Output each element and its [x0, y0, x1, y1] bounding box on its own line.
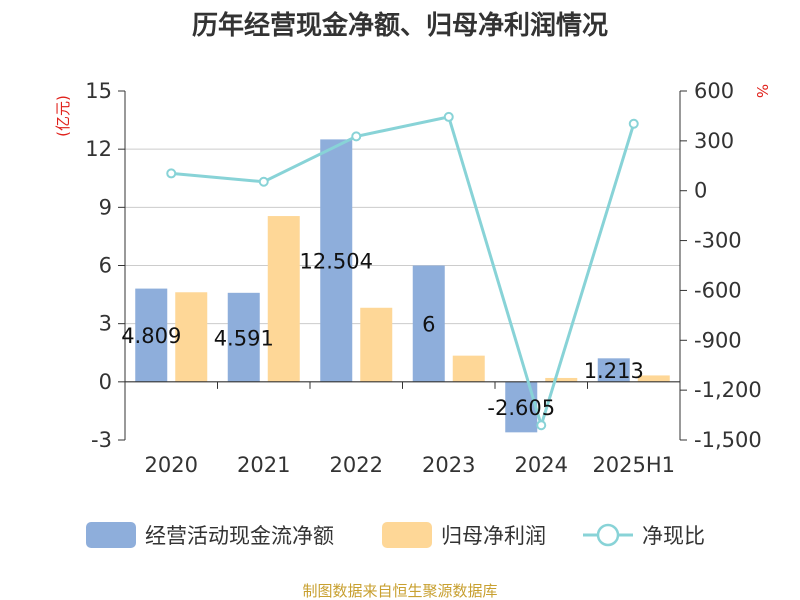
legend: 经营活动现金流净额 归母净利润 净现比: [86, 522, 705, 548]
bar-cashflow-2020: [135, 288, 168, 382]
right-tick-label: -1,500: [694, 428, 762, 452]
ratio-point-2022: [351, 131, 362, 142]
legend-label-netprofit: 归母净利润: [441, 524, 546, 548]
right-tick-label: -300: [694, 229, 742, 253]
legend-label-ratio: 净现比: [642, 524, 705, 548]
ratio-point-2021: [258, 176, 269, 187]
ratio-point-2024: [536, 420, 547, 431]
bar-data-labels: 4.809 4.591 12.504 6 -2.605 1.213: [121, 250, 644, 420]
left-tick-label: 0: [99, 370, 112, 394]
left-tick-label: 15: [85, 79, 112, 103]
legend-label-cashflow: 经营活动现金流净额: [145, 524, 334, 548]
right-tick-label: -900: [694, 328, 742, 352]
x-tick-label: 2021: [237, 453, 290, 477]
data-label-cashflow-2020: 4.809: [121, 324, 181, 348]
bar-netprofit-2021: [267, 216, 300, 382]
ratio-line-path: [171, 115, 636, 431]
data-label-cashflow-2021: 4.591: [214, 326, 274, 350]
x-tick-label: 2022: [330, 453, 383, 477]
left-tick-label: 3: [99, 312, 112, 336]
source-note: 制图数据来自恒生聚源数据库: [302, 582, 497, 600]
bar-cashflow-2022: [320, 139, 353, 382]
bar-cashflow-2023: [412, 265, 445, 382]
bar-cashflow-2021: [227, 292, 260, 382]
data-label-cashflow-2025H1: 1.213: [584, 359, 644, 383]
right-tick-label: -600: [694, 278, 742, 302]
right-tick-label: 300: [694, 129, 734, 153]
legend-marker-ratio: [596, 523, 620, 547]
chart-title: 历年经营现金净额、归母净利润情况: [192, 10, 608, 41]
left-axis-unit: (亿元): [54, 95, 72, 137]
bar-netprofit-2025H1: [637, 375, 670, 382]
ratio-line: [166, 111, 639, 431]
right-axis-ticks: -1,500 -1,200 -900 -600 -300 0 300 600: [680, 79, 762, 452]
bar-cashflow-2025H1: [597, 358, 630, 382]
bar-netprofit-2023: [452, 355, 485, 382]
legend-swatch-cashflow: [86, 522, 136, 548]
x-tick-label: 2023: [422, 453, 475, 477]
data-label-cashflow-2022: 12.504: [300, 250, 373, 274]
left-tick-label: 6: [99, 254, 112, 278]
ratio-point-2023: [443, 111, 454, 122]
bar-netprofit-2022: [360, 307, 393, 382]
left-tick-label: 12: [85, 137, 112, 161]
right-tick-label: -1,200: [694, 378, 762, 402]
right-tick-label: 0: [694, 179, 707, 203]
gridlines: [125, 148, 680, 325]
left-tick-label: -3: [91, 428, 112, 452]
data-label-cashflow-2023: 6: [422, 313, 435, 337]
ratio-point-2025H1: [628, 118, 639, 129]
x-tick-label: 2024: [515, 453, 568, 477]
bars: [135, 139, 670, 433]
right-tick-label: 600: [694, 79, 734, 103]
x-tick-label: 2025H1: [592, 453, 675, 477]
x-tick-label: 2020: [145, 453, 198, 477]
legend-swatch-netprofit: [382, 522, 432, 548]
right-axis-unit: %: [753, 84, 771, 98]
bar-netprofit-2024: [545, 377, 578, 382]
ratio-point-2020: [166, 168, 177, 179]
axes: [124, 91, 681, 440]
bar-netprofit-2020: [175, 292, 208, 382]
data-label-cashflow-2024: -2.605: [487, 396, 555, 420]
x-axis-ticks: 2020 2021 2022 2023 2024 2025H1: [145, 453, 676, 477]
left-tick-label: 9: [99, 195, 112, 219]
left-axis-ticks: -3 0 3 6 9 12 15: [85, 79, 125, 452]
